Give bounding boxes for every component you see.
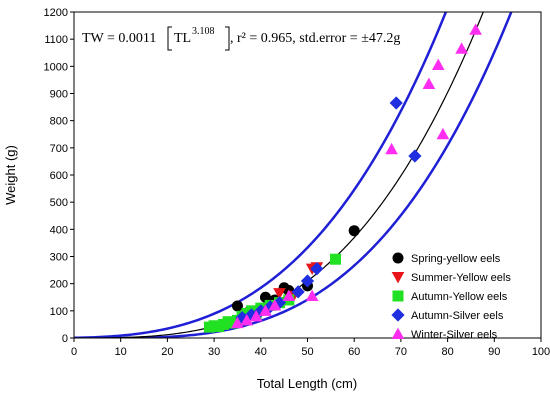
data-point	[273, 288, 286, 300]
data-point	[389, 96, 403, 110]
legend-marker	[392, 290, 404, 302]
data-point	[263, 300, 277, 314]
legend-label: Summer-Yellow eels	[411, 272, 511, 284]
x-tick-label: 80	[441, 346, 453, 358]
data-point	[282, 289, 296, 301]
y-tick-label: 0	[62, 333, 68, 345]
data-point	[455, 42, 468, 54]
data-point	[240, 314, 254, 326]
data-point	[268, 299, 282, 311]
x-tick-label: 100	[532, 346, 550, 358]
data-point	[272, 296, 287, 310]
x-tick-label: 10	[115, 346, 127, 358]
y-tick-label: 600	[50, 170, 68, 182]
equation-exponent: 3.108	[192, 26, 215, 37]
data-point	[348, 225, 360, 237]
equation-base: TL	[174, 31, 191, 46]
y-axis-title: Weight (g)	[3, 145, 18, 205]
x-tick-label: 90	[488, 346, 500, 358]
y-tick-label: 300	[50, 252, 68, 264]
equation-annotation: TW = 0.0011 TL 3.108 , r² = 0.965, std.e…	[82, 26, 400, 51]
legend-label: Autumn-Silver eels	[411, 310, 504, 322]
equation-stats: , r² = 0.965, std.error = ±47.2g	[230, 31, 400, 46]
data-point	[431, 58, 445, 71]
data-point	[305, 289, 319, 301]
series-group	[231, 23, 482, 329]
x-tick-label: 40	[255, 346, 267, 358]
y-tick-label: 400	[50, 224, 68, 236]
legend-label: Winter-Silver eels	[411, 329, 498, 341]
data-point	[310, 262, 324, 276]
legend-marker	[391, 327, 405, 340]
y-tick-label: 700	[50, 143, 68, 155]
equation-bracket-right	[225, 26, 230, 51]
y-tick-label: 1000	[44, 61, 68, 73]
data-point	[291, 285, 305, 299]
y-tick-label: 200	[50, 279, 68, 291]
y-tick-label: 900	[50, 89, 68, 101]
data-point	[385, 142, 398, 155]
legend-marker	[391, 308, 405, 322]
legend-marker	[391, 271, 405, 284]
data-point	[300, 274, 315, 288]
y-tick-label: 800	[50, 116, 68, 128]
data-point	[330, 253, 342, 265]
legend-marker	[392, 252, 404, 264]
legend: Spring-yellow eels Summer-Yellow eels Autu…	[391, 252, 511, 341]
x-tick-label: 30	[208, 346, 220, 358]
x-tick-label: 70	[395, 346, 407, 358]
x-tick-label: 50	[301, 346, 313, 358]
data-point	[231, 300, 243, 312]
equation-bracket-left	[167, 26, 172, 51]
data-point	[469, 23, 482, 35]
data-points	[203, 23, 482, 333]
data-point	[422, 77, 436, 90]
y-tick-label: 1200	[44, 7, 68, 19]
axes: 0 10 20 30 40 50 60 70 80 90 100010020030040050060…	[44, 7, 550, 358]
x-tick-label: 20	[161, 346, 173, 358]
data-point	[249, 309, 263, 322]
upper-band-curve	[74, 12, 448, 338]
data-point	[408, 149, 422, 163]
legend-label: Spring-yellow eels	[411, 253, 501, 265]
y-tick-label: 100	[50, 306, 68, 318]
x-tick-label: 0	[71, 346, 77, 358]
data-point	[259, 304, 272, 316]
equation-lhs: TW = 0.0011	[82, 31, 156, 46]
legend-label: Autumn-Yellow eels	[411, 291, 508, 303]
x-axis-title: Total Length (cm)	[257, 376, 357, 391]
y-tick-label: 500	[50, 197, 68, 209]
x-tick-label: 60	[348, 346, 360, 358]
data-point	[436, 127, 450, 140]
y-tick-label: 1100	[44, 34, 68, 46]
